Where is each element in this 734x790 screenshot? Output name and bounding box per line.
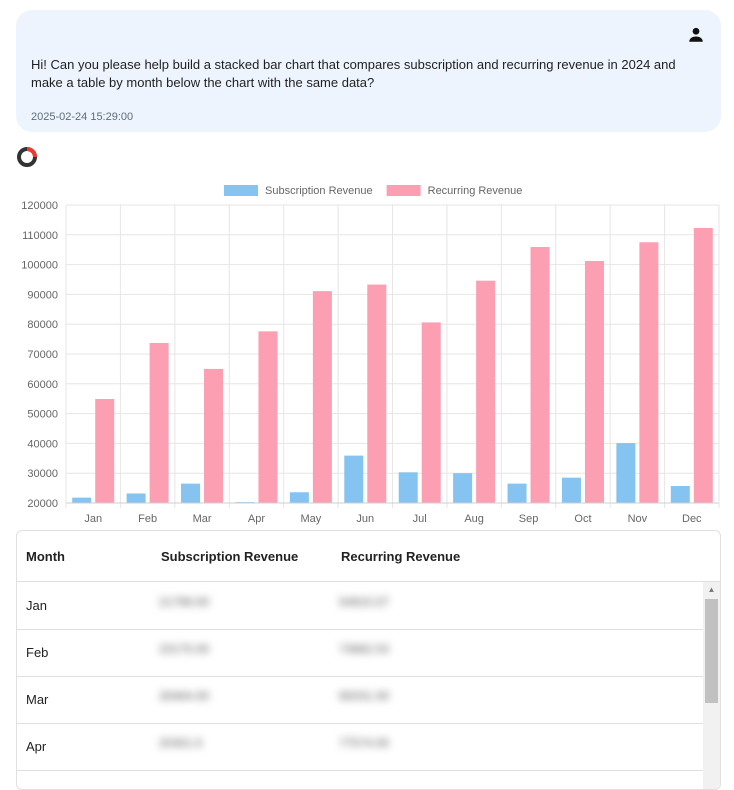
- x-tick-label: Jun: [356, 513, 374, 525]
- cell-recurring: 77574.00: [339, 736, 390, 750]
- header-subscription-revenue: Subscription Revenue: [161, 549, 299, 564]
- header-recurring-revenue: Recurring Revenue: [341, 549, 461, 564]
- bar-recurring-sep: [530, 247, 550, 503]
- y-tick-label: 60000: [27, 379, 58, 391]
- table-scrollbar[interactable]: ▲: [703, 582, 720, 789]
- bar-recurring-apr: [258, 331, 278, 503]
- table-row: Jan 21799.00 54915.57: [17, 582, 704, 630]
- revenue-table: Month Subscription Revenue Recurring Rev…: [16, 530, 721, 790]
- y-tick-label: 70000: [27, 349, 58, 361]
- table-body[interactable]: Jan 21799.00 54915.57 Feb 23175.00 73682…: [17, 582, 704, 789]
- scrollbar-thumb[interactable]: [705, 599, 718, 703]
- bar-subscription-feb: [126, 493, 146, 503]
- cell-subscription: 21799.00: [159, 595, 210, 609]
- cell-recurring: 73682.53: [339, 642, 390, 656]
- bar-subscription-mar: [181, 483, 201, 503]
- y-tick-label: 80000: [27, 319, 58, 331]
- message-timestamp: 2025-02-24 15:29:00: [31, 111, 134, 123]
- bar-recurring-aug: [476, 280, 496, 503]
- cell-recurring: 65031.00: [339, 689, 390, 703]
- legend-label: Recurring Revenue: [428, 185, 523, 197]
- table-row: Feb 23175.00 73682.53: [17, 629, 704, 677]
- bar-subscription-nov: [616, 443, 636, 503]
- bar-subscription-jan: [72, 497, 92, 503]
- bar-recurring-feb: [149, 342, 169, 503]
- y-tick-label: 30000: [27, 468, 58, 480]
- bar-subscription-dec: [670, 486, 690, 503]
- x-tick-label: Jul: [413, 513, 427, 525]
- chart-svg: 20000 30000 40000 50000 60000 70000 80000 90000…: [21, 185, 720, 525]
- table-row: Mar 26464.00 65031.00: [17, 676, 704, 724]
- bar-recurring-jun: [367, 284, 387, 503]
- x-tick-label: Apr: [248, 513, 265, 525]
- bar-recurring-mar: [204, 368, 224, 503]
- y-tick-label: 90000: [27, 289, 58, 301]
- bar-recurring-dec: [693, 227, 713, 504]
- cell-month: Apr: [26, 739, 47, 754]
- bar-recurring-oct: [584, 261, 604, 503]
- bar-subscription-jul: [398, 472, 418, 503]
- stacked-bar-chart: 20000 30000 40000 50000 60000 70000 80000 90000…: [0, 176, 734, 528]
- legend-swatch-subscription: [224, 185, 258, 196]
- y-tick-label: 100000: [21, 260, 58, 272]
- y-tick-label: 40000: [27, 438, 58, 450]
- x-tick-label: Jan: [84, 513, 102, 525]
- cell-month: Jan: [26, 598, 47, 613]
- bar-recurring-jul: [421, 322, 441, 503]
- y-tick-label: 50000: [27, 409, 58, 421]
- bar-subscription-oct: [561, 477, 581, 503]
- user-message: Hi! Can you please help build a stacked …: [16, 10, 721, 132]
- x-tick-label: Feb: [138, 513, 157, 525]
- legend-label: Subscription Revenue: [265, 185, 373, 197]
- bar-subscription-jun: [344, 455, 364, 503]
- cell-subscription: 20301.5: [159, 736, 203, 750]
- assistant-logo-icon: [17, 147, 37, 167]
- table-row: Apr 20301.5 77574.00: [17, 723, 704, 771]
- cell-month: Mar: [26, 692, 49, 707]
- legend-swatch-recurring: [386, 185, 421, 196]
- x-tick-label: Dec: [682, 513, 702, 525]
- cell-subscription: 23175.00: [159, 642, 210, 656]
- y-tick-label: 110000: [22, 230, 58, 242]
- x-tick-label: Oct: [574, 513, 591, 525]
- cell-recurring: 54915.57: [339, 595, 390, 609]
- y-tick-label: 20000: [27, 498, 58, 510]
- x-tick-label: Aug: [464, 513, 484, 525]
- user-message-text: Hi! Can you please help build a stacked …: [31, 57, 676, 90]
- x-tick-label: May: [300, 513, 321, 525]
- bar-subscription-aug: [453, 473, 473, 503]
- bar-recurring-nov: [639, 242, 659, 503]
- x-tick-label: Mar: [193, 513, 212, 525]
- person-icon: [689, 27, 703, 42]
- y-tick-label: 120000: [21, 200, 58, 212]
- header-month: Month: [26, 549, 65, 564]
- x-tick-label: Nov: [628, 513, 648, 525]
- bar-recurring-jan: [95, 398, 115, 503]
- scroll-up-arrow-icon[interactable]: ▲: [707, 585, 716, 594]
- bar-recurring-may: [312, 291, 332, 503]
- bar-subscription-sep: [507, 483, 527, 503]
- bar-subscription-may: [289, 492, 309, 503]
- cell-month: Feb: [26, 645, 49, 660]
- table-header: Month Subscription Revenue Recurring Rev…: [17, 531, 720, 582]
- cell-subscription: 26464.00: [159, 689, 210, 703]
- x-tick-label: Sep: [519, 513, 539, 525]
